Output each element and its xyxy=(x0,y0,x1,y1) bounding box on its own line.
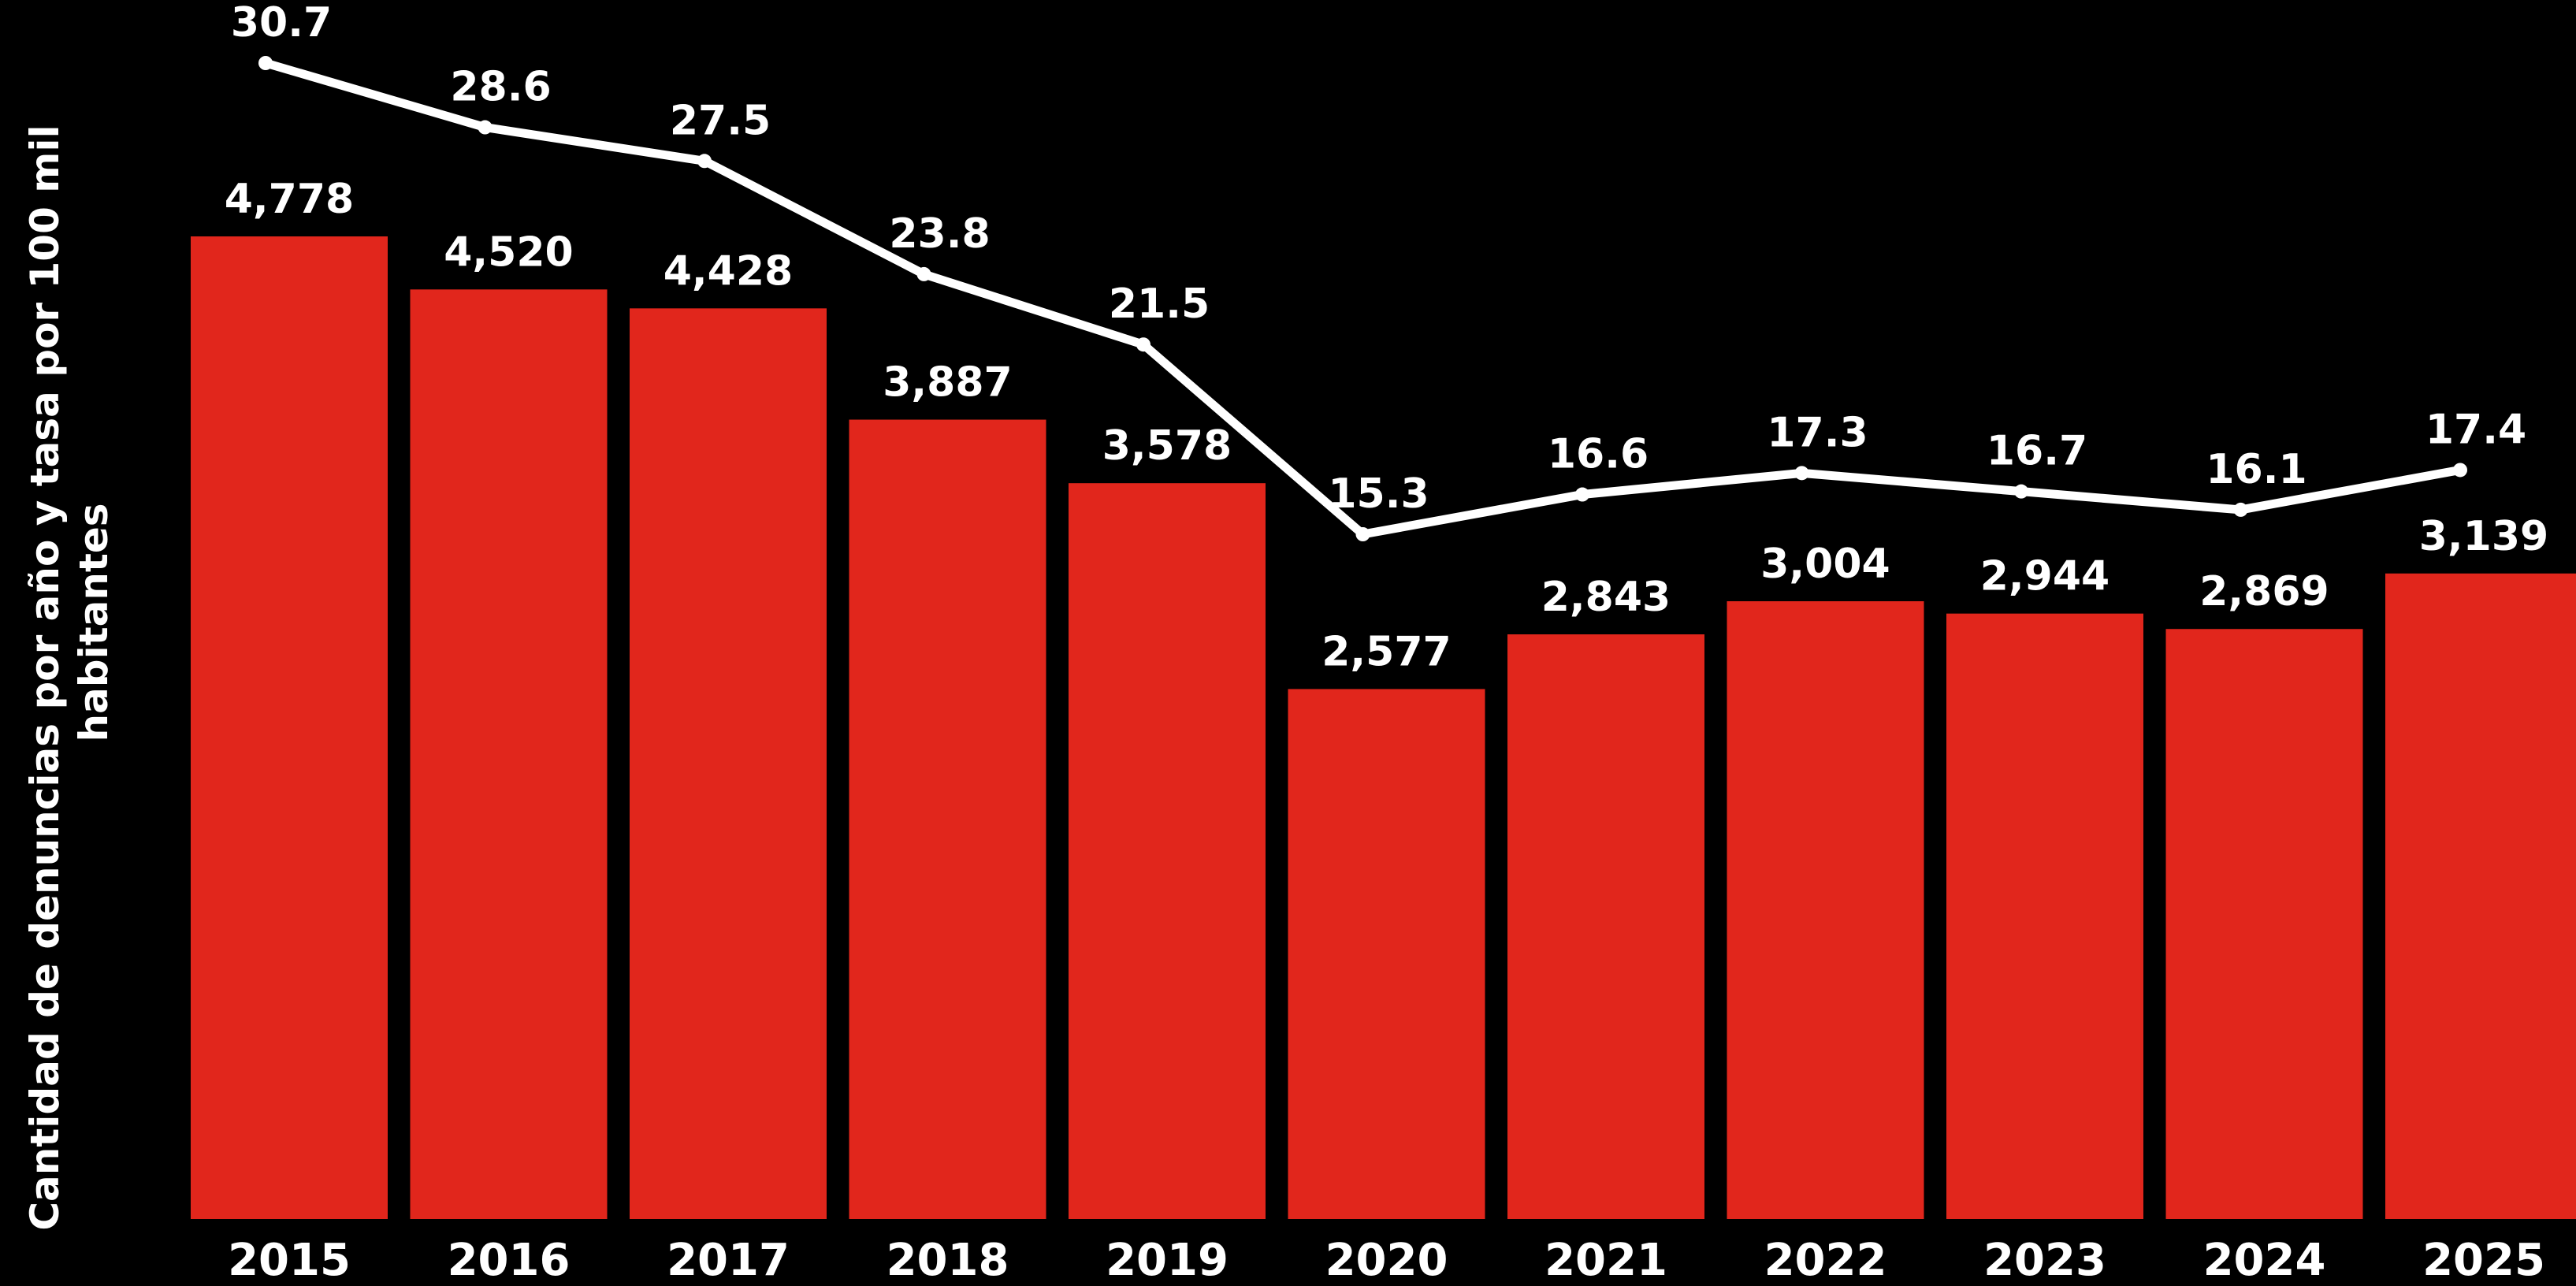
x-tick-2017: 2017 xyxy=(667,1235,790,1283)
line-point-2021 xyxy=(1575,487,1589,502)
bar-label-2019: 3,578 xyxy=(1102,422,1232,470)
x-tick-2015: 2015 xyxy=(228,1235,351,1283)
bar-label-2025: 3,139 xyxy=(2419,513,2548,560)
y-axis-title-line-2: habitantes xyxy=(71,503,117,741)
bar-label-2015: 4,778 xyxy=(225,176,354,223)
line-value-labels: 30.7 28.6 27.5 23.8 21.5 15.3 16.6 17.3 16.7 16.1… xyxy=(231,0,2526,518)
x-tick-2022: 2022 xyxy=(1764,1235,1887,1283)
bar-label-2016: 4,520 xyxy=(444,229,573,276)
y-axis-title-line-1: Cantidad de denuncias por año y tasa por… xyxy=(22,125,68,1230)
bar-label-2024: 2,869 xyxy=(2199,568,2329,615)
line-point-2016 xyxy=(478,120,493,135)
line-point-2025 xyxy=(2453,463,2467,478)
x-tick-2020: 2020 xyxy=(1325,1235,1448,1283)
line-label-2019: 21.5 xyxy=(1109,281,1210,328)
line-point-2015 xyxy=(258,56,273,70)
bar-label-2017: 4,428 xyxy=(664,247,793,295)
line-point-2023 xyxy=(2014,484,2028,499)
bar-value-labels: 4,778 4,520 4,428 3,887 3,578 2,577 2,843 3,004… xyxy=(225,176,2548,675)
bar-2018 xyxy=(849,419,1046,1219)
line-series xyxy=(258,56,2467,541)
line-label-2025: 17.4 xyxy=(2425,406,2526,453)
line-label-2018: 23.8 xyxy=(889,210,990,258)
line-point-2022 xyxy=(1794,466,1809,481)
line-label-2022: 17.3 xyxy=(1767,409,1868,456)
bar-2021 xyxy=(1507,634,1704,1219)
y-axis-title: Cantidad de denuncias por año y tasa por… xyxy=(22,125,117,1230)
line-label-2017: 27.5 xyxy=(670,97,771,144)
bar-series xyxy=(191,236,2576,1220)
line-label-2020: 15.3 xyxy=(1328,470,1429,518)
bar-label-2018: 3,887 xyxy=(883,359,1012,407)
bar-2024 xyxy=(2165,629,2363,1219)
line-label-2024: 16.1 xyxy=(2206,446,2307,493)
bar-2017 xyxy=(630,308,827,1220)
line-point-2020 xyxy=(1355,527,1370,541)
x-tick-2016: 2016 xyxy=(448,1235,571,1283)
x-tick-2024: 2024 xyxy=(2203,1235,2326,1283)
line-point-2018 xyxy=(916,266,931,281)
bar-2015 xyxy=(191,236,388,1219)
bar-label-2023: 2,944 xyxy=(1980,553,2109,600)
x-axis-ticks: 2015 2016 2017 2018 2019 2020 2021 2022 2023 2024… xyxy=(228,1235,2545,1286)
bar-2020 xyxy=(1288,689,1485,1219)
bar-label-2021: 2,843 xyxy=(1541,574,1671,621)
line-label-2023: 16.7 xyxy=(1987,428,2087,475)
bar-2023 xyxy=(1946,613,2143,1219)
bar-label-2022: 3,004 xyxy=(1760,541,1890,588)
x-tick-2021: 2021 xyxy=(1544,1235,1667,1283)
line-label-2016: 28.6 xyxy=(450,64,551,111)
line-point-2017 xyxy=(697,154,712,169)
line-label-2015: 30.7 xyxy=(231,0,332,46)
x-tick-2023: 2023 xyxy=(1983,1235,2106,1283)
line-point-2019 xyxy=(1136,337,1150,352)
bar-2022 xyxy=(1727,600,1924,1219)
line-point-2024 xyxy=(2233,502,2248,517)
bar-2019 xyxy=(1069,483,1266,1219)
bar-2025 xyxy=(2385,573,2576,1219)
bar-2016 xyxy=(410,289,608,1220)
x-tick-2019: 2019 xyxy=(1106,1235,1229,1283)
x-tick-2018: 2018 xyxy=(887,1235,1009,1283)
x-tick-2025: 2025 xyxy=(2422,1235,2545,1283)
bar-label-2020: 2,577 xyxy=(1321,628,1451,675)
line-label-2021: 16.6 xyxy=(1548,431,1649,478)
